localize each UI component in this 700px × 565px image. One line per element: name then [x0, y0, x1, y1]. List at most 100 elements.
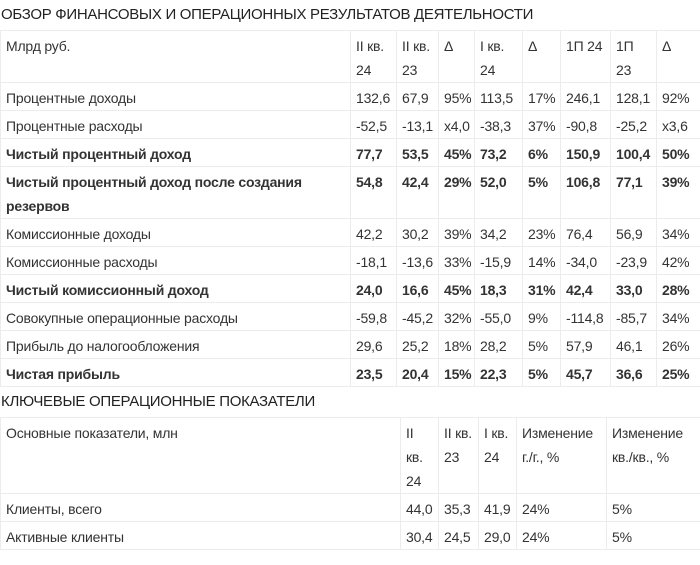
cell-value: 53,5 — [396, 138, 439, 167]
cell-value: 50% — [656, 138, 700, 167]
column-header: 1П 23 — [610, 30, 657, 83]
column-header: Δ — [438, 30, 475, 83]
cell-value: 246,1 — [560, 82, 611, 111]
column-header: I кв. 24 — [478, 417, 517, 494]
row-label: Клиенты, всего — [0, 493, 401, 522]
cell-value: 24,5 — [438, 521, 479, 550]
cell-value: 5% — [522, 358, 561, 387]
cell-value: 18,3 — [474, 274, 523, 303]
column-header: Δ — [522, 30, 561, 83]
cell-value: -55,0 — [474, 302, 523, 331]
operational-metrics-table: Основные показатели, млн II кв. 24 II кв. … — [0, 417, 700, 550]
cell-value: 18% — [438, 330, 475, 359]
cell-value: 45% — [438, 138, 475, 167]
cell-value: -25,2 — [610, 110, 657, 139]
operational-section-title: КЛЮЧЕВЫЕ ОПЕРАЦИОННЫЕ ПОКАЗАТЕЛИ — [1, 393, 315, 410]
cell-value: -23,9 — [610, 246, 657, 275]
cell-value: 57,9 — [560, 330, 611, 359]
row-label: Процентные расходы — [0, 110, 351, 139]
cell-value: 34,2 — [474, 218, 523, 247]
cell-value: 45% — [438, 274, 475, 303]
row-label: Процентные доходы — [0, 82, 351, 111]
cell-value: 77,1 — [610, 166, 657, 219]
cell-value: 28,2 — [474, 330, 523, 359]
cell-value: 35,3 — [438, 493, 479, 522]
cell-value: 20,4 — [396, 358, 439, 387]
financial-section-title: ОБЗОР ФИНАНСОВЫХ И ОПЕРАЦИОННЫХ РЕЗУЛЬТА… — [1, 6, 534, 23]
table-row: Чистая прибыль 23,5 20,4 15% 22,3 5% 45,7 36,6 2… — [0, 358, 700, 387]
row-label: Совокупные операционные расходы — [0, 302, 351, 331]
cell-value: 28% — [656, 274, 700, 303]
column-header: II кв. 24 — [400, 417, 439, 494]
column-header: Изменение г./г., % — [516, 417, 607, 494]
cell-value: -114,8 — [560, 302, 611, 331]
table-row: Прибыль до налогообложения 29,6 25,2 18% 28,… — [0, 330, 700, 359]
cell-value: 33,0 — [610, 274, 657, 303]
cell-value: -34,0 — [560, 246, 611, 275]
table-row: Совокупные операционные расходы -59,8 -45,… — [0, 302, 700, 331]
cell-value: 46,1 — [610, 330, 657, 359]
cell-value: 31% — [522, 274, 561, 303]
table-row: Комиссионные доходы 42,2 30,2 39% 34,2 23% 76,… — [0, 218, 700, 247]
cell-value: 5% — [522, 166, 561, 219]
table-row: Комиссионные расходы -18,1 -13,6 33% -15,9 14… — [0, 246, 700, 275]
cell-value: 22,3 — [474, 358, 523, 387]
cell-value: x4,0 — [438, 110, 475, 139]
cell-value: 5% — [522, 330, 561, 359]
table-row: Активные клиенты 30,4 24,5 29,0 24% 5% — [0, 521, 700, 550]
column-header: I кв. 24 — [474, 30, 523, 83]
cell-value: 39% — [656, 166, 700, 219]
cell-value: 95% — [438, 82, 475, 111]
cell-value: 30,2 — [396, 218, 439, 247]
table-row: Клиенты, всего 44,0 35,3 41,9 24% 5% — [0, 493, 700, 522]
cell-value: 23% — [522, 218, 561, 247]
column-header: II кв. 23 — [396, 30, 439, 83]
cell-value: 77,7 — [350, 138, 397, 167]
row-label: Комиссионные доходы — [0, 218, 351, 247]
cell-value: 42% — [656, 246, 700, 275]
row-label: Чистая прибыль — [0, 358, 351, 387]
cell-value: 113,5 — [474, 82, 523, 111]
cell-value: 44,0 — [400, 493, 439, 522]
cell-value: -45,2 — [396, 302, 439, 331]
cell-value: 9% — [522, 302, 561, 331]
row-label: Активные клиенты — [0, 521, 401, 550]
cell-value: 25% — [656, 358, 700, 387]
row-label: Комиссионные расходы — [0, 246, 351, 275]
cell-value: 132,6 — [350, 82, 397, 111]
column-header: II кв. 23 — [438, 417, 479, 494]
cell-value: 41,9 — [478, 493, 517, 522]
cell-value: -18,1 — [350, 246, 397, 275]
cell-value: 150,9 — [560, 138, 611, 167]
cell-value: 5% — [606, 521, 700, 550]
cell-value: 67,9 — [396, 82, 439, 111]
column-header: Δ — [656, 30, 700, 83]
column-header: Изменение кв./кв., % — [606, 417, 700, 494]
cell-value: 6% — [522, 138, 561, 167]
cell-value: -52,5 — [350, 110, 397, 139]
cell-value: 17% — [522, 82, 561, 111]
table-row: Процентные расходы -52,5 -13,1 x4,0 -38,3 37%… — [0, 110, 700, 139]
cell-value: 54,8 — [350, 166, 397, 219]
header-row: Млрд руб. II кв. 24 II кв. 23 Δ I кв. 24 Δ 1П … — [0, 30, 700, 83]
cell-value: 42,4 — [396, 166, 439, 219]
cell-value: 45,7 — [560, 358, 611, 387]
table-row: Чистый комиссионный доход 24,0 16,6 45% 18,3… — [0, 274, 700, 303]
cell-value: 29% — [438, 166, 475, 219]
cell-value: 76,4 — [560, 218, 611, 247]
cell-value: 15% — [438, 358, 475, 387]
financial-results-table: Млрд руб. II кв. 24 II кв. 23 Δ I кв. 24 Δ 1П … — [0, 30, 700, 387]
cell-value: -15,9 — [474, 246, 523, 275]
cell-value: 73,2 — [474, 138, 523, 167]
cell-value: -90,8 — [560, 110, 611, 139]
cell-value: 106,8 — [560, 166, 611, 219]
cell-value: 100,4 — [610, 138, 657, 167]
table-row: Чистый процентный доход 77,7 53,5 45% 73,2 6%… — [0, 138, 700, 167]
cell-value: 5% — [606, 493, 700, 522]
cell-value: 128,1 — [610, 82, 657, 111]
cell-value: 25,2 — [396, 330, 439, 359]
cell-value: 33% — [438, 246, 475, 275]
cell-value: 34% — [656, 218, 700, 247]
cell-value: 16,6 — [396, 274, 439, 303]
cell-value: -13,1 — [396, 110, 439, 139]
